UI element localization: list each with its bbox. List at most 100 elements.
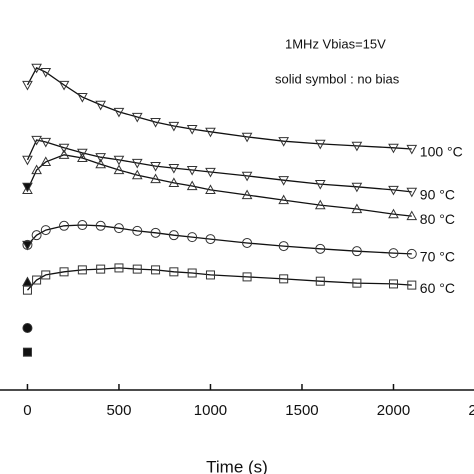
marker: [114, 263, 124, 273]
marker: [205, 234, 216, 245]
marker: [278, 194, 290, 205]
marker: [41, 270, 51, 280]
marker: [242, 272, 252, 282]
marker: [59, 220, 70, 231]
marker: [187, 232, 198, 243]
marker: [131, 112, 143, 123]
marker: [388, 185, 399, 196]
marker: [131, 169, 143, 180]
marker: [406, 187, 418, 198]
marker: [351, 182, 363, 193]
marker: [205, 184, 216, 195]
marker: [22, 182, 33, 193]
marker: [58, 80, 70, 91]
marker: [407, 280, 417, 290]
marker: [205, 167, 216, 178]
fit-line: [26, 67, 412, 150]
marker: [406, 144, 418, 155]
marker: [59, 267, 69, 277]
marker: [278, 176, 290, 186]
marker: [352, 278, 362, 288]
x-tick-label: 0: [23, 402, 31, 419]
marker: [40, 137, 52, 148]
x-tick-label: 1000: [194, 402, 227, 419]
marker: [58, 143, 70, 154]
marker: [22, 285, 32, 295]
marker: [22, 322, 33, 333]
marker: [77, 220, 88, 231]
fit-line: [27, 224, 412, 255]
marker: [315, 276, 325, 286]
series-label: 90 °C: [420, 187, 455, 203]
marker: [241, 132, 253, 143]
marker: [388, 248, 399, 259]
marker: [168, 230, 179, 241]
marker: [95, 220, 106, 231]
marker: [150, 162, 161, 172]
marker: [388, 208, 399, 219]
marker: [32, 275, 42, 285]
marker: [168, 163, 180, 174]
marker: [40, 225, 51, 236]
marker: [351, 246, 362, 257]
marker: [77, 265, 87, 275]
marker: [113, 155, 125, 166]
series-label: 80 °C: [420, 211, 455, 227]
fit-line: [26, 139, 412, 193]
marker: [406, 210, 418, 221]
marker: [31, 230, 42, 241]
marker: [205, 270, 215, 280]
marker: [22, 155, 33, 166]
marker: [314, 139, 326, 150]
marker: [314, 199, 326, 210]
marker: [205, 127, 216, 138]
marker: [40, 156, 52, 166]
x-tick-label: 500: [106, 402, 131, 419]
marker: [95, 100, 107, 111]
marker: [351, 141, 363, 152]
series-label: 70 °C: [420, 249, 455, 265]
marker: [315, 243, 326, 254]
marker: [351, 203, 363, 214]
marker: [132, 264, 142, 274]
marker: [22, 80, 33, 91]
marker: [58, 149, 70, 159]
marker: [388, 143, 399, 154]
marker: [113, 164, 125, 175]
series-label: 100 °C: [420, 144, 463, 160]
marker: [186, 180, 198, 191]
marker: [186, 124, 198, 135]
marker: [31, 63, 42, 74]
marker: [22, 347, 32, 357]
marker: [22, 276, 33, 287]
marker: [406, 248, 417, 259]
marker: [31, 164, 42, 175]
x-tick-label: 2000: [377, 402, 410, 419]
marker: [31, 135, 42, 146]
marker: [186, 165, 198, 176]
marker: [77, 148, 88, 159]
marker: [150, 173, 161, 184]
marker: [22, 184, 33, 195]
annotation: solid symbol : no bias: [275, 71, 400, 86]
marker: [40, 68, 52, 78]
series-label: 60 °C: [420, 280, 455, 296]
x-tick-label: 2500: [468, 402, 474, 419]
marker: [113, 107, 125, 118]
marker: [22, 240, 33, 251]
x-axis-label: Time (s): [206, 457, 268, 474]
marker: [278, 137, 290, 147]
marker: [113, 223, 124, 234]
marker: [314, 179, 326, 190]
fit-line: [27, 267, 412, 291]
marker: [96, 264, 106, 274]
marker: [168, 177, 180, 188]
marker: [187, 268, 197, 278]
marker: [77, 152, 88, 163]
marker: [241, 189, 253, 200]
marker: [169, 267, 179, 277]
marker: [279, 274, 289, 284]
annotation: 1MHz Vbias=15V: [285, 36, 386, 51]
marker: [241, 171, 253, 182]
